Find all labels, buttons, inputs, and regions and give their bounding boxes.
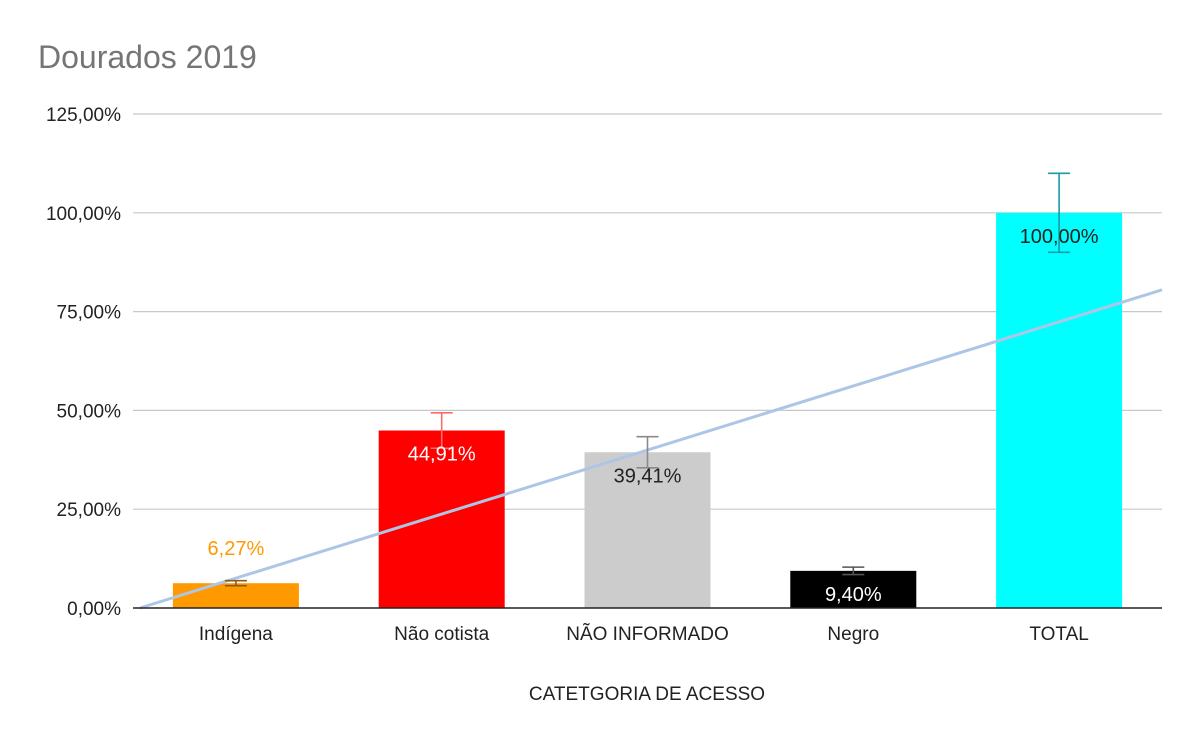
y-tick-label: 75,00% bbox=[57, 303, 122, 324]
gridlines bbox=[133, 113, 1162, 510]
data-label: 100,00% bbox=[1020, 226, 1099, 248]
trendline bbox=[139, 288, 1163, 610]
y-tick-label: 0,00% bbox=[67, 599, 121, 620]
y-tick-label: 125,00% bbox=[46, 105, 121, 126]
trendline-layer bbox=[139, 288, 1163, 610]
data-label: 9,40% bbox=[825, 584, 882, 606]
x-axis-title: CATETGORIA DE ACESSO bbox=[529, 684, 765, 705]
x-axis-category-labels: Indígena Não cotista NÃO INFORMADO Negro TOT… bbox=[199, 623, 1089, 645]
x-tick-label: Não cotista bbox=[394, 624, 489, 645]
bars bbox=[172, 212, 1123, 609]
data-label: 6,27% bbox=[208, 538, 265, 560]
error-bars bbox=[224, 172, 1071, 587]
chart-title: Dourados 2019 bbox=[38, 39, 257, 75]
y-axis-tick-labels: 0,00% 25,00% 50,00% 75,00% 100,00% 125,00% bbox=[46, 105, 121, 620]
x-tick-label: NÃO INFORMADO bbox=[566, 623, 729, 645]
data-labels: 6,27% 44,91% 39,41% 9,40% 100,00% bbox=[208, 226, 1099, 606]
bar bbox=[584, 452, 711, 608]
bar bbox=[378, 430, 505, 608]
x-tick-label: TOTAL bbox=[1029, 624, 1088, 645]
data-label: 44,91% bbox=[408, 444, 476, 466]
x-tick-label: Negro bbox=[827, 624, 879, 645]
data-label: 39,41% bbox=[614, 465, 682, 487]
y-tick-label: 100,00% bbox=[46, 204, 121, 225]
bar bbox=[790, 570, 917, 608]
y-tick-label: 50,00% bbox=[57, 401, 122, 422]
x-tick-label: Indígena bbox=[199, 624, 273, 645]
bar bbox=[172, 583, 299, 608]
bar bbox=[996, 212, 1123, 609]
y-tick-label: 25,00% bbox=[57, 500, 122, 521]
